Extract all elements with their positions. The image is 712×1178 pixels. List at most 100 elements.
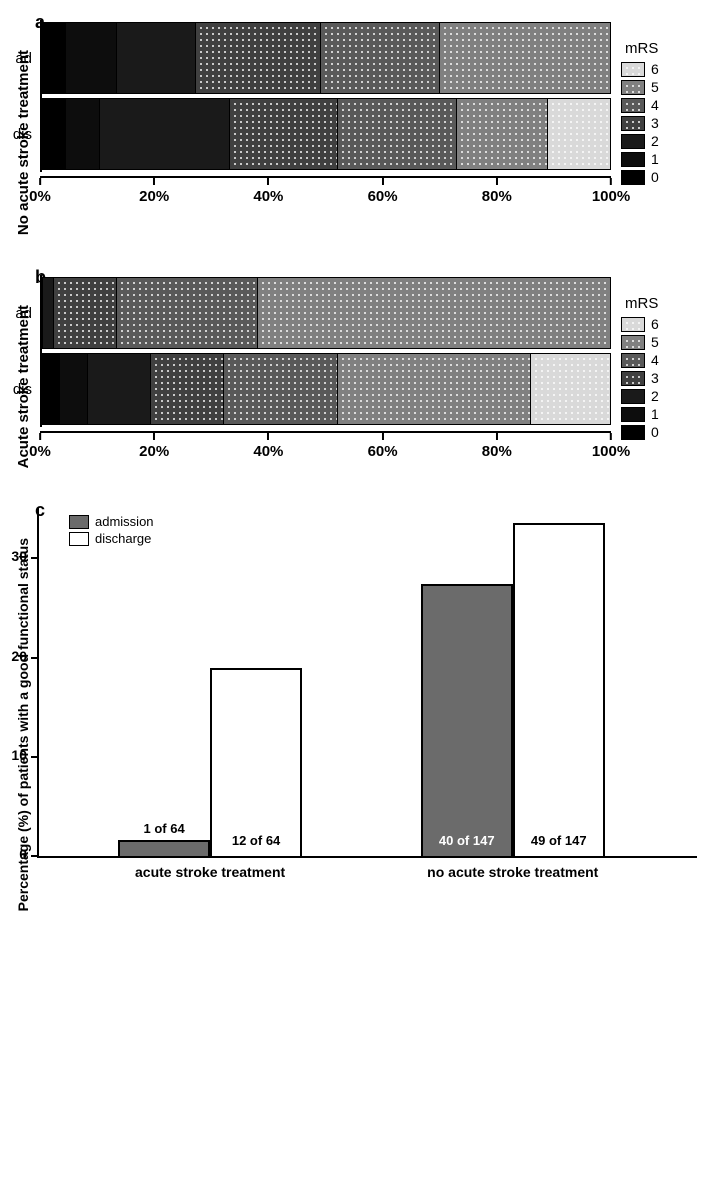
x-tick: 20%	[139, 433, 169, 460]
bar-segment-mrs-6	[548, 99, 610, 169]
panel-b: b Acute stroke treatment addis 0%20%40%6…	[15, 275, 697, 468]
x-tick: 40%	[253, 178, 283, 205]
legend-swatch	[621, 134, 645, 149]
stacked-bar	[42, 353, 611, 425]
x-tick: 40%	[253, 433, 283, 460]
c-bar-value-label: 40 of 147	[423, 833, 511, 848]
legend-label: 3	[651, 115, 659, 131]
panel-c-plot-area: admissiondischarge 01020301 of 6412 of 6…	[37, 508, 697, 858]
bar-segment-mrs-4	[117, 278, 259, 348]
legend-row: 6	[621, 316, 697, 332]
legend-row: 6	[621, 61, 697, 77]
panel-a-bars: addis	[40, 20, 611, 172]
legend-row: 4	[621, 352, 697, 368]
legend-swatch	[621, 353, 645, 368]
bar-segment-mrs-5	[258, 278, 610, 348]
c-ytick-label: 20	[11, 648, 27, 664]
bar-segment-mrs-3	[151, 354, 225, 424]
x-tick-mark	[610, 433, 612, 440]
bar-segment-mrs-1	[66, 99, 100, 169]
bar-segment-mrs-2	[88, 354, 150, 424]
c-ytick: 0	[31, 855, 39, 857]
legend-swatch	[621, 389, 645, 404]
bar-row-label: ad	[0, 50, 40, 67]
x-tick-label: 80%	[482, 443, 512, 460]
c-bar-value-label: 12 of 64	[212, 833, 300, 848]
x-tick: 0%	[29, 178, 51, 205]
bar-segment-mrs-5	[338, 354, 531, 424]
legend-row: 4	[621, 97, 697, 113]
x-tick-label: 0%	[29, 188, 51, 205]
x-tick-label: 80%	[482, 188, 512, 205]
x-tick-label: 0%	[29, 443, 51, 460]
panel-c-legend: admission discharge	[69, 514, 154, 548]
bar-segment-mrs-1	[66, 23, 117, 93]
bar-segment-mrs-2	[43, 278, 54, 348]
panel-a-area: addis 0%20%40%60%80%100%	[40, 20, 611, 206]
c-bar-group: 40 of 147 49 of 147	[421, 523, 605, 856]
bar-segment-mrs-6	[531, 354, 610, 424]
c-legend-row: admission	[69, 514, 154, 529]
panel-b-xaxis: 0%20%40%60%80%100%	[40, 431, 611, 461]
bar-row: dis	[42, 96, 611, 172]
panel-b-bars: addis	[40, 275, 611, 427]
legend-swatch	[621, 116, 645, 131]
bar-segment-mrs-2	[100, 99, 230, 169]
x-tick-label: 60%	[368, 443, 398, 460]
x-tick-mark	[496, 178, 498, 185]
bar-segment-mrs-4	[321, 23, 440, 93]
legend-title: mRS	[621, 40, 697, 57]
panel-c-plot: admissiondischarge 01020301 of 6412 of 6…	[37, 508, 697, 911]
stacked-bar	[42, 98, 611, 170]
legend-swatch	[621, 80, 645, 95]
c-legend-swatch	[69, 515, 89, 529]
mrs-legend-b: mRS 6 5 4 3 2 1 0	[621, 275, 697, 442]
bar-segment-mrs-5	[457, 99, 548, 169]
c-ytick-mark	[31, 557, 39, 559]
legend-label: 2	[651, 388, 659, 404]
legend-row: 2	[621, 133, 697, 149]
legend-row: 5	[621, 334, 697, 350]
bar-segment-mrs-0	[43, 23, 66, 93]
legend-row: 5	[621, 79, 697, 95]
c-ytick-mark	[31, 657, 39, 659]
bar-row-label: dis	[0, 381, 40, 398]
c-ytick: 30	[31, 557, 39, 559]
x-tick-mark	[496, 433, 498, 440]
x-tick-label: 20%	[139, 443, 169, 460]
legend-swatch	[621, 152, 645, 167]
legend-title: mRS	[621, 295, 697, 312]
bar-segment-mrs-3	[230, 99, 338, 169]
legend-label: 5	[651, 79, 659, 95]
c-bar: 49 of 147	[513, 523, 605, 856]
legend-swatch	[621, 371, 645, 386]
bar-row-label: dis	[0, 126, 40, 143]
c-bar-value-label: 49 of 147	[515, 833, 603, 848]
bar-row: ad	[42, 275, 611, 351]
bar-row-label: ad	[0, 305, 40, 322]
c-legend-row: discharge	[69, 531, 154, 546]
legend-label: 1	[651, 406, 659, 422]
bar-segment-mrs-4	[338, 99, 457, 169]
panel-b-chart: Acute stroke treatment addis 0%20%40%60%…	[15, 275, 697, 468]
c-legend-label: admission	[95, 514, 154, 529]
legend-label: 0	[651, 169, 659, 185]
panel-b-area: addis 0%20%40%60%80%100%	[40, 275, 611, 461]
bar-segment-mrs-0	[43, 354, 60, 424]
panel-a-chart: No acute stroke treatment addis 0%20%40%…	[15, 20, 697, 235]
c-ytick-label: 0	[19, 846, 27, 862]
c-bar: 40 of 147	[421, 584, 513, 856]
legend-label: 2	[651, 133, 659, 149]
legend-label: 6	[651, 316, 659, 332]
x-tick-label: 100%	[592, 443, 630, 460]
x-tick: 20%	[139, 178, 169, 205]
x-tick-label: 40%	[253, 188, 283, 205]
legend-label: 4	[651, 352, 659, 368]
legend-row: 1	[621, 406, 697, 422]
x-tick: 0%	[29, 433, 51, 460]
legend-swatch	[621, 98, 645, 113]
legend-label: 0	[651, 424, 659, 440]
legend-label: 3	[651, 370, 659, 386]
c-ytick-mark	[31, 855, 39, 857]
x-tick: 60%	[368, 178, 398, 205]
